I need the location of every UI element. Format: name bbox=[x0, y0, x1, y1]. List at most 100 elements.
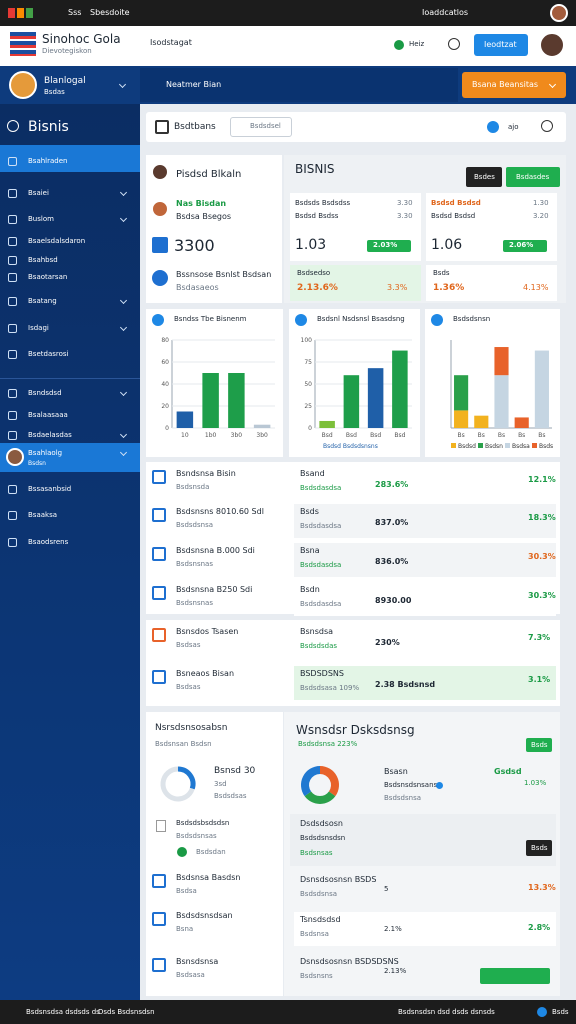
buttons[interactable]: Bsdes bbox=[474, 173, 495, 181]
search-bar[interactable] bbox=[140, 68, 458, 102]
sub: Bsdsa bbox=[176, 887, 197, 895]
name: Bsand bbox=[300, 469, 325, 478]
box-tag: Bsdsdan bbox=[196, 848, 226, 856]
search-icon[interactable] bbox=[541, 120, 553, 132]
title: Bsneaos Bisan bbox=[176, 669, 235, 678]
avatar bbox=[6, 448, 24, 466]
nav-icon bbox=[8, 538, 17, 547]
user-role: Bsdas bbox=[44, 88, 65, 96]
name: Dsnsdsosnsn BSDS bbox=[300, 875, 377, 884]
icon bbox=[152, 874, 166, 888]
sub: Bsdsnsda bbox=[176, 483, 210, 491]
bar bbox=[202, 373, 219, 428]
bar bbox=[319, 420, 335, 428]
logo bbox=[10, 32, 36, 56]
title: Sinohoc Gola bbox=[42, 32, 121, 46]
name: Bsna bbox=[300, 546, 320, 555]
foot-label: Bsdsedso bbox=[297, 269, 331, 277]
card bbox=[146, 712, 283, 996]
title: Bsdsnsna B.000 Sdi bbox=[176, 546, 255, 555]
label: Bsatang bbox=[28, 297, 57, 305]
name: Bsdn bbox=[300, 585, 320, 594]
caption: Bsdsd Bsdsdsnsns bbox=[323, 443, 378, 450]
name-sub: Bsdsdsasa 109% bbox=[300, 684, 360, 692]
name-sub: Bsdsdasdsa bbox=[300, 561, 342, 569]
nav-icon bbox=[8, 215, 17, 224]
label: Bsahbsd bbox=[28, 256, 58, 264]
search-box[interactable] bbox=[230, 117, 292, 137]
section-title: Dsdsdsosn bbox=[300, 819, 343, 828]
button[interactable]: Bsana Beansitas bbox=[472, 80, 539, 89]
box-sub: Bsdsdsnsas bbox=[176, 832, 217, 840]
section-note: Bsdsnsas bbox=[300, 849, 333, 857]
button[interactable] bbox=[506, 167, 560, 187]
search-icon[interactable] bbox=[448, 38, 460, 50]
card bbox=[146, 155, 282, 303]
list-row bbox=[294, 466, 556, 500]
title: Bsdsdsnsn bbox=[453, 315, 491, 323]
button[interactable]: Ieodtzat bbox=[484, 40, 517, 49]
avatar bbox=[9, 71, 37, 99]
y-tick-label: 40 bbox=[161, 381, 169, 388]
status-dot bbox=[394, 40, 404, 50]
sub: Bsdsas bbox=[176, 683, 201, 691]
x-tick-label: 10 bbox=[181, 432, 189, 439]
y-tick-label: 50 bbox=[304, 381, 312, 388]
stat-label: Gsdsd bbox=[494, 767, 522, 776]
end: Bsds bbox=[552, 1008, 569, 1016]
button[interactable] bbox=[480, 968, 550, 984]
buttons[interactable]: Bsdasdes bbox=[516, 173, 550, 181]
avatar bbox=[151, 200, 169, 218]
x-tick-label: 3b0 bbox=[256, 432, 268, 439]
v2: 3.20 bbox=[533, 212, 549, 220]
pct: 12.1% bbox=[528, 475, 556, 484]
list-row bbox=[294, 624, 556, 658]
item-sub: Bsdasaeos bbox=[176, 283, 219, 292]
pct: 30.3% bbox=[528, 591, 556, 600]
label: Buslom bbox=[28, 215, 54, 223]
bar bbox=[228, 373, 245, 428]
value: 836.0% bbox=[375, 557, 409, 566]
legend-note: Bsdsdsnsa bbox=[384, 794, 422, 802]
subtitle: Bsdsdsnsa 223% bbox=[298, 740, 358, 748]
title: Bsdsnsna B250 Sdi bbox=[176, 585, 253, 594]
value: 230% bbox=[375, 638, 400, 647]
title: Bsdsd Bsdsd bbox=[431, 199, 481, 207]
pct: 2.8% bbox=[528, 923, 551, 932]
button[interactable] bbox=[474, 34, 528, 56]
value: 2.38 Bsdsnsd bbox=[375, 680, 436, 689]
amount: 3300 bbox=[174, 236, 215, 255]
pct: 7.3% bbox=[528, 633, 551, 642]
label: Bsndsdsd bbox=[28, 389, 62, 397]
bar bbox=[176, 411, 194, 428]
v2: 3.30 bbox=[397, 212, 413, 220]
button[interactable] bbox=[466, 167, 502, 187]
donut-note: Bsdsdsas bbox=[214, 792, 247, 800]
active-item[interactable] bbox=[0, 145, 140, 172]
x-tick-label: Bsd bbox=[346, 432, 357, 439]
legend-label: Bsds bbox=[539, 443, 553, 450]
icon bbox=[152, 237, 168, 253]
title: Bsdsdsnsdsan bbox=[176, 911, 233, 920]
donut-slice bbox=[304, 791, 336, 804]
button[interactable] bbox=[462, 72, 566, 98]
status-dot bbox=[177, 847, 187, 857]
list-row bbox=[294, 666, 556, 700]
name-sub: Bsdsdasdsa bbox=[300, 600, 342, 608]
amount: 1.03 bbox=[295, 237, 327, 253]
title: Sbesdoite bbox=[90, 8, 130, 17]
title: Wsnsdsr Dsksdsnsg bbox=[296, 723, 415, 737]
name-sub: Bsdsdasdsa bbox=[300, 484, 342, 492]
legend-swatch bbox=[451, 443, 456, 448]
y-tick-label: 20 bbox=[161, 403, 169, 410]
title: Bsdsnsa Basdsn bbox=[176, 873, 241, 882]
pct: 3.1% bbox=[528, 675, 551, 684]
name-sub: Bsdsdasdsa bbox=[300, 522, 342, 530]
nav-icon bbox=[8, 389, 17, 398]
title: Bsdsds Bsdsdss bbox=[295, 199, 351, 207]
x-tick-label: Bs bbox=[518, 432, 525, 439]
label: Bsdaelasdas bbox=[28, 431, 72, 439]
value: 837.0% bbox=[375, 518, 409, 527]
user-name: Blanlogal bbox=[44, 76, 86, 86]
